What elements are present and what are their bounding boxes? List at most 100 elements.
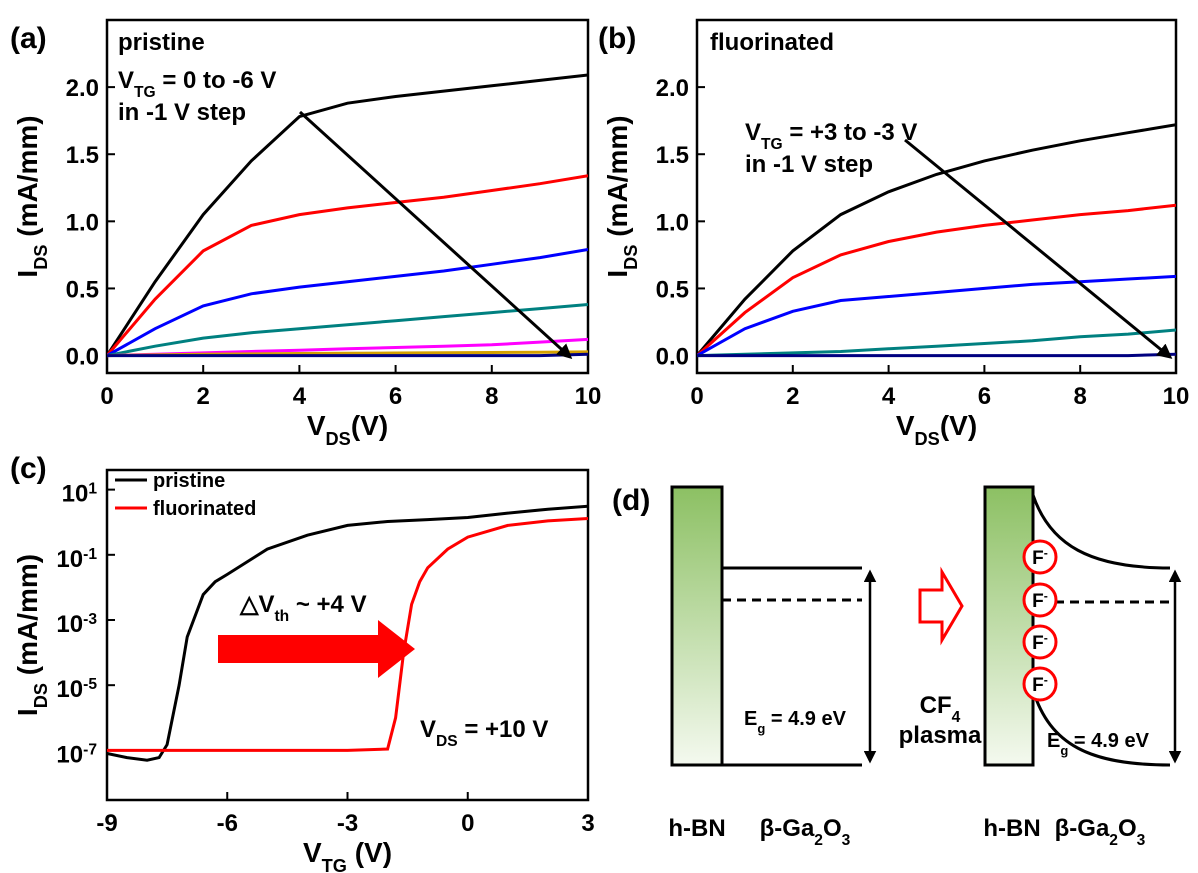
band-diagram [670, 485, 1182, 767]
legend-label: pristine [153, 470, 225, 492]
x-axis-title-part: V [307, 410, 326, 441]
y-tick-label: 10-5 [56, 676, 97, 704]
ion-circle [1022, 539, 1058, 575]
process-label-part: 4 [952, 709, 961, 726]
y-tick-label-part: 10 [56, 611, 83, 638]
ion-label-part: F [1032, 591, 1044, 612]
y-axis-title: IDS (mA/mm) [602, 115, 641, 277]
annotation-part: in -1 V step [745, 151, 873, 178]
annotation-part: = +10 V [458, 716, 549, 743]
x-axis-title-part: (V) [940, 410, 977, 441]
y-tick-label: 0.0 [656, 344, 689, 371]
annotation: in -1 V step [745, 151, 873, 178]
y-tick-label-part: 10 [56, 676, 83, 703]
plot-frame [695, 18, 1178, 375]
material-label: h-BN [983, 815, 1040, 842]
ion-label-part: - [1044, 546, 1048, 560]
hbn-block [670, 485, 724, 767]
ion-circle [1022, 624, 1058, 660]
process-label-part: CF [920, 692, 952, 719]
y-tick-label: 2.0 [656, 75, 689, 102]
y-axis-title-part: I [12, 708, 43, 716]
ion-circle [1022, 582, 1058, 618]
ion-circle [1022, 666, 1058, 702]
y-tick-label-part: 1 [88, 480, 97, 497]
y-tick-label: 101 [62, 480, 98, 508]
y-tick-label: 1.5 [66, 142, 99, 169]
y-tick-label: 10-3 [56, 610, 97, 638]
annotation-part: in -1 V step [118, 99, 246, 126]
x-axis-title-part: V [303, 837, 322, 868]
y-tick-label: 1.0 [66, 209, 99, 236]
y-axis-title-part: I [12, 270, 43, 278]
x-tick-label: -6 [217, 810, 238, 837]
x-tick-label: 4 [882, 383, 896, 410]
annotation-part: DS [436, 733, 458, 750]
y-axis-title-part: DS [621, 245, 641, 270]
data-line [107, 352, 588, 358]
x-tick-label: 4 [293, 383, 307, 410]
annotation-part: fluorinated [710, 29, 834, 56]
ion-label-part: F [1032, 548, 1044, 569]
annotation: VTG = 0 to -6 V [118, 67, 276, 101]
y-tick-label: 10-1 [56, 545, 97, 573]
y-tick-label-part: 10 [56, 546, 83, 573]
x-axis-title-part: (V) [347, 837, 392, 868]
bandgap-label-part: = 4.9 eV [1068, 730, 1149, 752]
process-label: CF4 [920, 692, 961, 726]
y-axis-title-part: (mA/mm) [12, 115, 43, 244]
annotation-part: th [274, 608, 289, 625]
process-label: plasma [899, 722, 982, 749]
ion-label: F- [1032, 631, 1048, 654]
x-tick-label: 0 [100, 383, 113, 410]
x-tick-label: 8 [1074, 383, 1087, 410]
y-axis-title-part: (mA/mm) [12, 554, 43, 683]
material-label: β-Ga2O3 [760, 815, 851, 849]
y-tick-label: 1.5 [656, 142, 689, 169]
annotation-arrow [904, 138, 1173, 359]
annotation-part: = +3 to -3 V [783, 119, 918, 146]
x-tick-label: 8 [485, 383, 498, 410]
x-tick-label: 3 [581, 810, 594, 837]
panel-label: (c) [10, 452, 47, 485]
y-tick-label-part: -5 [83, 676, 97, 693]
x-tick-label: 6 [389, 383, 402, 410]
y-tick-label: 2.0 [66, 75, 99, 102]
annotation-part: V [118, 67, 134, 94]
x-axis-title-part: DS [326, 429, 351, 449]
x-axis-title: VDS(V) [307, 410, 388, 449]
material-label-part: β-Ga [760, 815, 815, 842]
y-axis-title: IDS (mA/mm) [12, 554, 51, 716]
data-line [697, 203, 1176, 357]
material-label-part: β-Ga [1055, 815, 1110, 842]
bandgap-label-part: g [757, 721, 765, 736]
data-line [107, 303, 588, 358]
y-axis-title-part: (mA/mm) [602, 115, 633, 244]
data-line [107, 248, 588, 357]
annotation-part: △V [239, 591, 274, 618]
annotation: VTG = +3 to -3 V [745, 119, 917, 153]
ion-label: F- [1032, 673, 1048, 696]
y-tick-label-part: 10 [62, 481, 89, 508]
ion-label-part: - [1044, 589, 1048, 603]
annotation-part: = 0 to -6 V [156, 67, 277, 94]
material-label: β-Ga2O3 [1055, 815, 1146, 849]
bandgap-label: Eg = 4.9 eV [1047, 730, 1150, 758]
data-line [697, 123, 1176, 357]
bandgap-label: Eg = 4.9 eV [744, 708, 847, 736]
ion-label: F- [1032, 546, 1048, 569]
y-tick-label-part: 10 [56, 741, 83, 768]
y-axis-title-part: I [602, 270, 633, 278]
x-axis-title-part: V [896, 410, 915, 441]
material-label-part: 2 [1109, 832, 1118, 849]
y-tick-label: 0.5 [656, 276, 689, 303]
legend-label: fluorinated [153, 498, 256, 520]
y-tick-label: 10-7 [56, 741, 97, 769]
data-line [107, 517, 588, 752]
panel-label: (b) [598, 22, 636, 55]
process-label-part: plasma [899, 722, 982, 749]
annotation-part: V [420, 716, 436, 743]
bandgap-label-part: = 4.9 eV [765, 708, 846, 730]
bandgap-label-part: g [1060, 743, 1068, 758]
